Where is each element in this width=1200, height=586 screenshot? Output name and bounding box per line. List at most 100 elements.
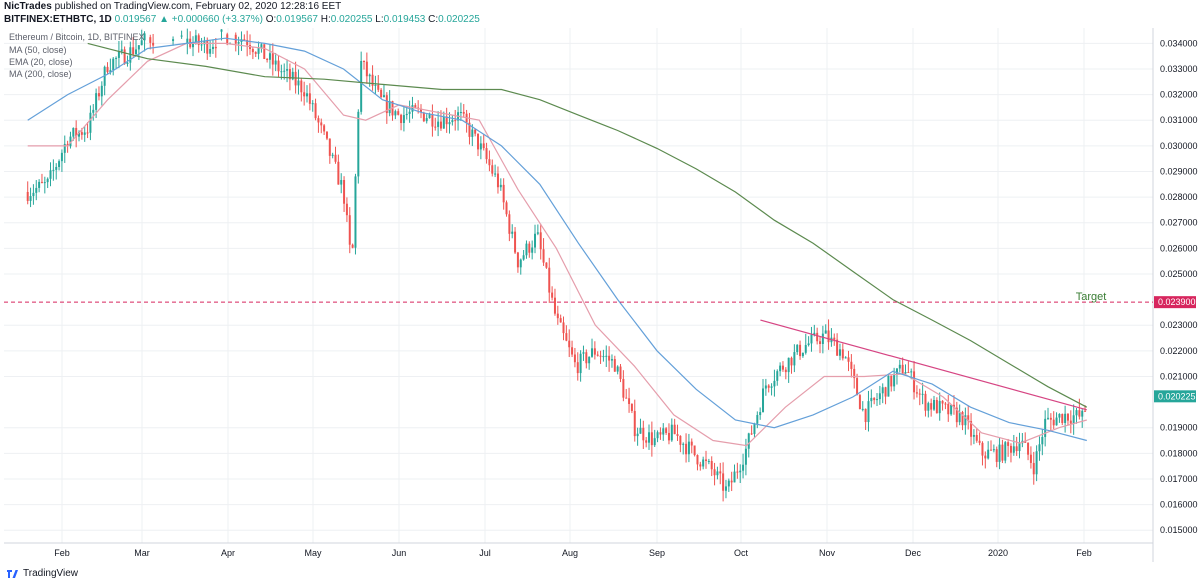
candle-body [485, 148, 488, 160]
candle-body [1009, 445, 1012, 453]
candle-body [1081, 410, 1084, 417]
candle-body [593, 348, 596, 355]
candle-body [439, 121, 442, 129]
legend-ema20[interactable]: EMA (20, close) [9, 57, 73, 67]
last-price-badge [1154, 390, 1196, 403]
candle-body [514, 231, 517, 253]
candle-body [280, 71, 283, 73]
legend-ma50[interactable]: MA (50, close) [9, 45, 67, 55]
candle-body [334, 154, 337, 162]
candle-body [354, 176, 357, 248]
candle-body [995, 449, 998, 462]
candle-body [961, 411, 964, 426]
candle-body [1078, 410, 1081, 417]
y-tick-label: 0.032000 [1160, 90, 1198, 100]
candle-body [220, 29, 223, 32]
candle-body [405, 113, 408, 116]
candle-body [816, 332, 819, 342]
candle-body [260, 44, 263, 48]
candle-body [340, 180, 343, 185]
y-tick-label: 0.017000 [1160, 474, 1198, 484]
candle-body [1049, 417, 1052, 420]
candle-body [582, 352, 585, 354]
candle-body [237, 42, 240, 44]
candle-body [288, 69, 291, 80]
tradingview-logo-icon[interactable] [6, 569, 20, 579]
candle-body [331, 154, 334, 156]
x-tick-label: Nov [819, 548, 836, 558]
candle-body [320, 122, 323, 126]
candle-body [266, 58, 269, 60]
x-tick-label: Aug [562, 548, 578, 558]
candle-body [736, 471, 739, 473]
candle-body [274, 60, 277, 65]
candle-body [1012, 446, 1015, 453]
candle-body [43, 182, 46, 184]
candle-body [89, 112, 92, 133]
target-price-badge [1154, 296, 1196, 309]
candle-body [291, 71, 294, 80]
candle-body [251, 49, 254, 53]
candle-body [992, 449, 995, 451]
candle-body [633, 410, 636, 437]
candle-body [636, 433, 639, 437]
candle-body [46, 178, 49, 183]
candle-body [194, 35, 197, 43]
candle-body [548, 267, 551, 293]
candle-body [434, 126, 437, 128]
candle-body [787, 357, 790, 373]
candle-body [913, 371, 916, 393]
candle-body [72, 127, 75, 137]
candle-body [511, 231, 514, 234]
candle-body [1044, 418, 1047, 437]
candle-body [180, 35, 183, 37]
candle-body [562, 322, 565, 334]
candle-body [100, 85, 103, 97]
candle-body [804, 345, 807, 353]
candle-body [519, 259, 522, 268]
candle-body [571, 347, 574, 355]
candle-body [78, 132, 81, 137]
candle-body [556, 313, 559, 319]
candle-body [987, 449, 990, 459]
y-tick-label: 0.021000 [1160, 371, 1198, 381]
ma50-line[interactable] [27, 37, 1087, 442]
candle-body [200, 44, 203, 46]
candle-body [685, 443, 688, 455]
ma200-line[interactable] [87, 42, 1088, 408]
candle-body [551, 292, 554, 298]
candle-body [197, 35, 200, 46]
candle-body [95, 93, 98, 110]
trendline[interactable] [760, 319, 1087, 411]
candle-body [619, 366, 622, 379]
y-tick-label: 0.031000 [1160, 115, 1198, 125]
up-arrow-icon: ▲ [159, 14, 169, 25]
candle-body [243, 39, 246, 41]
candle-body [448, 122, 451, 125]
publisher-name[interactable]: NicTrades [4, 1, 52, 12]
legend-ma200[interactable]: MA (200, close) [9, 69, 72, 79]
candle-body [753, 423, 756, 434]
candle-body [921, 393, 924, 395]
candle-body [750, 433, 753, 435]
candle-body [944, 403, 947, 405]
footer-brand[interactable]: TradingView [23, 568, 79, 579]
candle-body [907, 372, 910, 374]
candle-body [103, 66, 106, 86]
ema20-line[interactable] [27, 42, 1087, 447]
change-value: +0.000660 (+3.37%) [171, 14, 263, 25]
candle-body [915, 392, 918, 394]
candle-body [32, 192, 35, 197]
candle-body [890, 375, 893, 387]
candle-body [927, 403, 930, 411]
candle-body [531, 247, 534, 253]
candle-body [710, 460, 713, 470]
candle-body [40, 181, 43, 183]
y-tick-label: 0.016000 [1160, 500, 1198, 510]
candle-body [730, 480, 733, 483]
candle-body [371, 74, 374, 86]
candle-body [382, 95, 385, 98]
candle-body [115, 57, 118, 59]
candle-body [616, 366, 619, 372]
